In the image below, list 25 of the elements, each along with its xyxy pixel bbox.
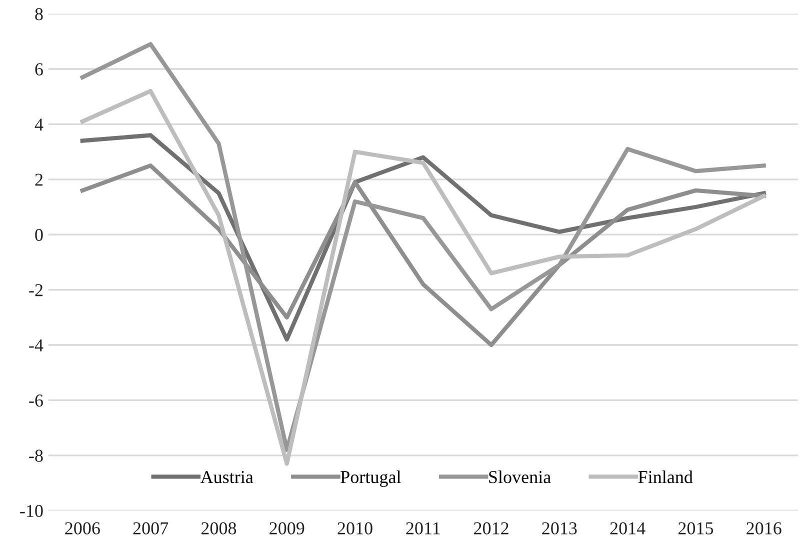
x-tick-label: 2010 — [338, 522, 372, 534]
y-tick-label: -10 — [20, 504, 43, 518]
x-tick-label: 2007 — [133, 522, 168, 534]
y-tick-label: -6 — [29, 394, 43, 407]
y-tick-label: -4 — [29, 339, 44, 352]
x-tick-label: 2013 — [542, 522, 577, 534]
y-tick-label: 2 — [35, 174, 43, 186]
legend-label: Portugal — [340, 470, 401, 487]
legend-label: Finland — [638, 470, 693, 484]
x-tick-label: 2014 — [610, 522, 646, 534]
y-tick-label: 0 — [35, 228, 43, 242]
x-tick-label: 2006 — [65, 522, 100, 534]
x-tick-label: 2011 — [406, 522, 440, 534]
legend-label: Slovenia — [489, 470, 551, 484]
legend-label: Austria — [200, 471, 254, 484]
y-tick-label: 8 — [35, 8, 43, 20]
x-tick-label: 2012 — [474, 522, 508, 534]
y-tick-label: -8 — [29, 450, 43, 462]
y-tick-label: -2 — [29, 284, 43, 296]
x-tick-label: 2009 — [270, 522, 304, 534]
y-tick-label: 6 — [35, 63, 43, 76]
x-tick-label: 2016 — [746, 522, 782, 534]
x-tick-label: 2015 — [678, 522, 714, 534]
x-tick-label: 2008 — [201, 522, 236, 534]
y-tick-label: 4 — [34, 118, 44, 130]
